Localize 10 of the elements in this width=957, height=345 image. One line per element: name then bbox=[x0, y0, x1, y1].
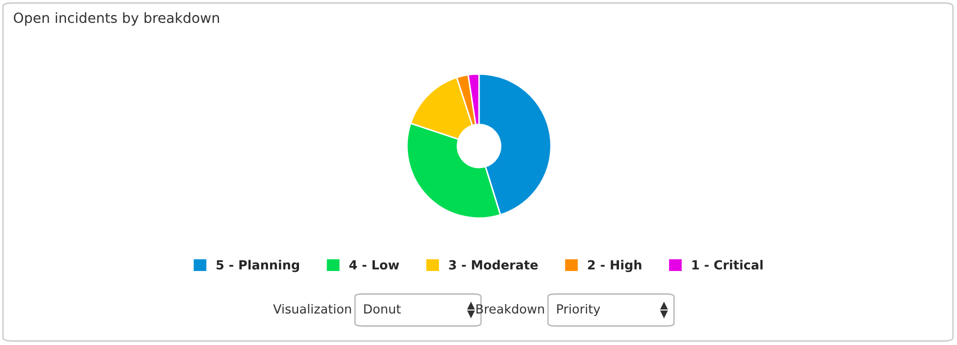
text: Donut bbox=[364, 304, 401, 314]
legend-label: 1 - Critical bbox=[692, 260, 763, 270]
text: Priority bbox=[557, 304, 600, 316]
legend-label: 2 - High bbox=[588, 260, 642, 272]
text: Breakdown bbox=[476, 304, 544, 314]
legend-label: 3 - Moderate bbox=[449, 260, 538, 270]
legend-label: 5 - Planning bbox=[216, 260, 299, 272]
legend-label: 4 - Low bbox=[349, 260, 400, 270]
text: Visualization bbox=[273, 304, 351, 314]
chart-title: Open incidents by breakdown bbox=[14, 12, 219, 26]
